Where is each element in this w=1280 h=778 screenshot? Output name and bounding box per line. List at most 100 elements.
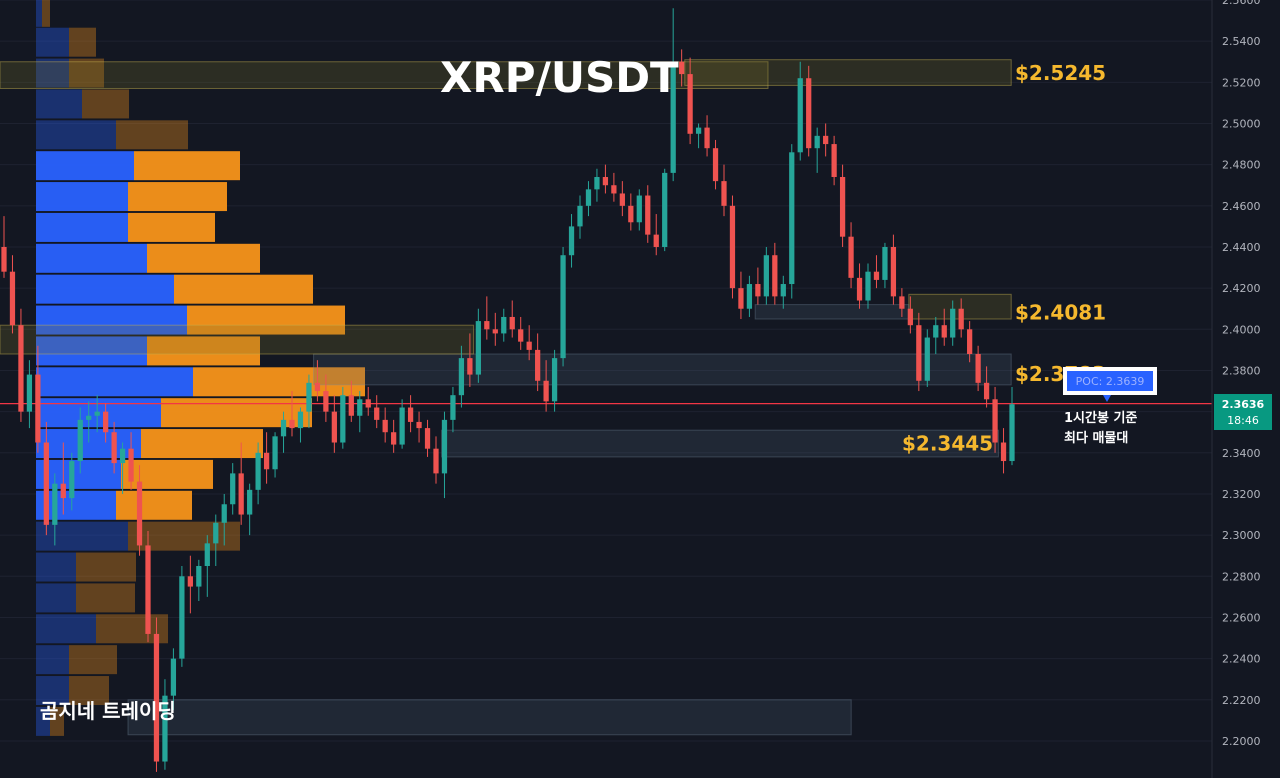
volume-bar-sell xyxy=(42,0,50,27)
candle-up xyxy=(162,695,168,762)
candle-down xyxy=(331,411,337,443)
zone-gold xyxy=(684,59,1012,86)
candle-up xyxy=(1009,404,1015,462)
candle-up xyxy=(196,566,202,587)
level-label: $2.4081 xyxy=(1015,301,1106,325)
volume-bar-buy xyxy=(36,583,76,613)
candle-up xyxy=(636,195,642,223)
candle-down xyxy=(535,349,541,381)
candle-up xyxy=(399,407,405,445)
volume-bar-buy xyxy=(36,212,128,242)
volume-bar-sell xyxy=(147,336,260,366)
price-tick-label: 2.3200 xyxy=(1222,488,1261,501)
candle-down xyxy=(424,428,431,449)
candle-up xyxy=(551,358,558,402)
volume-bar-buy xyxy=(36,336,147,366)
volume-bar-buy xyxy=(36,521,128,551)
candle-down xyxy=(263,452,270,470)
candle-down xyxy=(983,382,990,400)
support-resistance-zones xyxy=(0,59,1212,736)
candle-down xyxy=(679,61,685,75)
candle-down xyxy=(18,325,24,412)
candle-up xyxy=(280,419,287,437)
candle-down xyxy=(433,448,439,474)
candle-down xyxy=(60,483,66,499)
candle-down xyxy=(687,74,693,134)
zone-blue xyxy=(754,304,910,320)
candle-up xyxy=(670,61,676,173)
candle-up xyxy=(568,226,575,256)
price-tick-label: 2.2200 xyxy=(1222,694,1261,707)
candle-down xyxy=(509,316,515,330)
volume-bar-buy xyxy=(36,0,42,27)
candle-up xyxy=(272,436,278,470)
candle-down xyxy=(111,432,117,464)
candle-down xyxy=(518,329,524,342)
candle-down xyxy=(238,473,244,515)
candle-down xyxy=(839,177,846,237)
candle-up xyxy=(882,246,888,280)
candle-up xyxy=(865,271,871,301)
level-labels: $2.5245$2.4081$2.3783$2.3445 xyxy=(902,61,1106,455)
level-label: $2.5245 xyxy=(1015,61,1106,85)
watermark-text: 곰지네 트레이딩 xyxy=(40,699,176,723)
price-tick-label: 2.4200 xyxy=(1222,282,1261,295)
candle-up xyxy=(763,255,769,297)
volume-bar-buy xyxy=(36,614,96,644)
candle-up xyxy=(458,358,465,396)
poc-label: POC: 2.3639 xyxy=(1076,375,1145,388)
volume-bar-buy xyxy=(36,459,121,489)
candle-up xyxy=(695,127,702,134)
candle-down xyxy=(382,419,388,433)
candle-up xyxy=(814,135,820,149)
volume-bar-sell xyxy=(69,645,117,675)
candle-down xyxy=(103,411,109,433)
candle-down xyxy=(873,271,880,280)
volume-bar-buy xyxy=(36,274,174,304)
volume-bar-sell xyxy=(161,398,312,428)
candle-down xyxy=(602,177,609,186)
volume-bar-sell xyxy=(128,521,240,551)
candle-down xyxy=(145,545,151,634)
candle-up xyxy=(306,382,312,412)
volume-bar-sell xyxy=(121,459,213,489)
candle-down xyxy=(484,321,490,330)
current-price-tag: 2.3636 18:46 xyxy=(1214,394,1272,430)
candle-up xyxy=(594,177,600,190)
candle-down xyxy=(543,380,549,402)
price-tick-label: 2.4400 xyxy=(1222,241,1261,254)
candle-down xyxy=(653,234,659,247)
candle-down xyxy=(738,288,744,309)
candle-up xyxy=(577,205,583,227)
volume-bar-sell xyxy=(193,367,365,397)
volume-bar-buy xyxy=(36,182,128,212)
candle-down xyxy=(721,181,727,206)
price-tick-label: 2.2600 xyxy=(1222,611,1261,624)
candle-up xyxy=(789,152,795,285)
candle-down xyxy=(941,325,947,338)
volume-bar-sell xyxy=(128,182,227,212)
candle-up xyxy=(221,504,227,523)
volume-bar-buy xyxy=(36,676,69,706)
candle-down xyxy=(992,399,998,443)
candle-up xyxy=(204,543,210,567)
candle-up xyxy=(797,78,803,153)
volume-bar-buy xyxy=(36,151,134,181)
volume-bar-sell xyxy=(174,274,313,304)
zone-blue xyxy=(441,429,999,458)
candle-down xyxy=(526,341,532,350)
candle-down xyxy=(975,354,981,383)
candle-up xyxy=(26,374,33,412)
candle-down xyxy=(187,576,193,587)
volume-bar-buy xyxy=(36,490,116,520)
price-tick-label: 2.4800 xyxy=(1222,159,1261,172)
candle-up xyxy=(94,411,100,416)
candle-up xyxy=(950,308,956,338)
volume-bar-sell xyxy=(128,212,215,242)
candle-down xyxy=(907,308,913,326)
candles xyxy=(1,8,1015,772)
candle-down xyxy=(831,144,837,178)
volume-bar-buy xyxy=(36,89,82,119)
candle-down xyxy=(645,195,651,235)
